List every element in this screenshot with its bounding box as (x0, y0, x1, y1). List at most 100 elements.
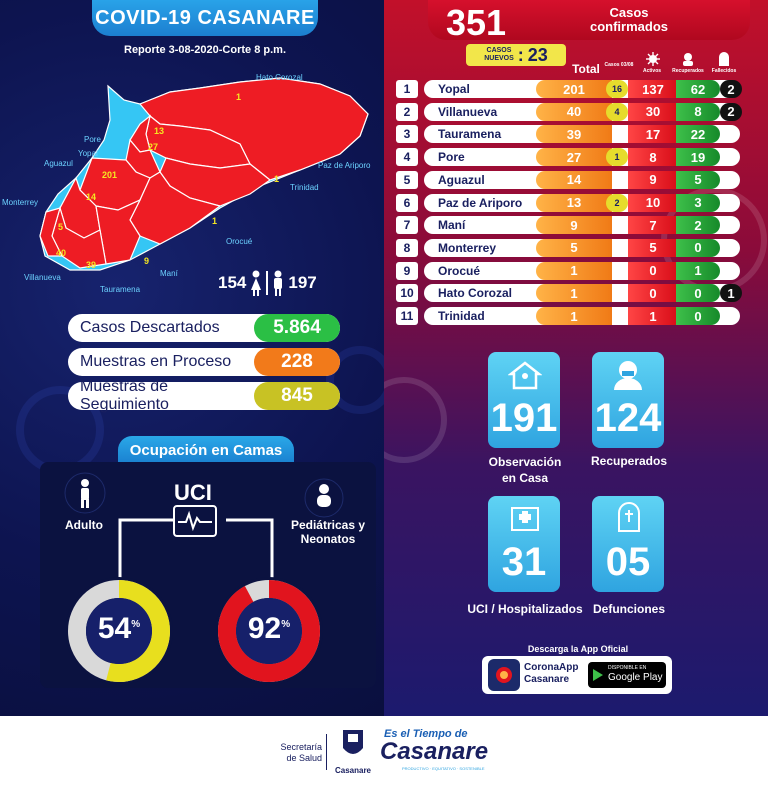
map-count: 5 (58, 222, 63, 232)
map-label: Trinidad (290, 183, 319, 192)
table-row: 5 Aguazul 14 9 5 (396, 170, 742, 189)
hospital-icon (511, 507, 539, 531)
beds-connectors (118, 518, 274, 592)
cell-total: 9 (536, 216, 612, 235)
map-label: Paz de Ariporo (318, 161, 371, 170)
divider (266, 271, 269, 295)
map-label: Hato Corozal (256, 73, 303, 82)
cell-recovered: 0 (676, 284, 720, 303)
municipality-name: Yopal (438, 82, 470, 96)
cell-total: 39 (536, 125, 612, 144)
summary-value: 5.864 (254, 314, 340, 342)
men-count: 197 (288, 273, 317, 292)
municipality-name: Paz de Ariporo (438, 195, 523, 210)
virus-icon (638, 52, 668, 71)
adult-icon (64, 472, 106, 514)
cell-active: 9 (628, 170, 678, 189)
label-line: confirmados (589, 19, 668, 34)
cell-total: 13 (536, 193, 612, 212)
baby-icon (304, 478, 344, 518)
cell-new: 4 (606, 102, 628, 121)
summary-label: Muestras de Seguimiento (80, 378, 169, 413)
samples-in-process: Muestras en Proceso 228 (68, 348, 340, 376)
label-line: Casanare (524, 674, 570, 685)
uci-label: UCI (174, 480, 212, 505)
table-row: 11 Trinidad 1 1 0 (396, 307, 742, 325)
followup-samples: Muestras de Seguimiento 845 (68, 378, 340, 413)
store-small-label: DISPONIBLE EN (608, 665, 647, 671)
cell-active: 5 (628, 238, 678, 257)
confirmed-total: 351 (446, 2, 507, 43)
pediatric-occupancy-ring (215, 577, 323, 685)
municipality-name: Aguazul (438, 172, 485, 187)
new-label: NUEVOS (484, 55, 514, 62)
google-play-button[interactable]: DISPONIBLE EN Google Play (588, 662, 666, 688)
stat-label: UCI / Hospitalizados (467, 602, 583, 616)
cell-recovered: 0 (676, 238, 720, 257)
tombstone-icon (712, 52, 736, 71)
confirmed-cases-tab (428, 0, 750, 40)
cell-recovered: 2 (676, 216, 720, 235)
map-label: Villanueva (24, 273, 61, 282)
row-index: 4 (396, 148, 418, 167)
map-label: Yopal (78, 149, 98, 158)
divider (326, 734, 327, 770)
map-count: 14 (86, 192, 96, 202)
map-region-villanueva (39, 207, 63, 257)
report-date: Reporte 3-08-2020-Corte 8 p.m. (124, 44, 286, 56)
cell-active: 8 (628, 148, 678, 167)
table-row: 9 Orocué 1 0 1 (396, 261, 742, 280)
row-index: 10 (396, 284, 418, 303)
slogan-bottom: PRODUCTIVO · EQUITATIVO · SOSTENIBLE (402, 766, 485, 771)
summary-value: 228 (254, 348, 340, 376)
corona-app-icon (488, 659, 520, 691)
cell-dead: 1 (720, 284, 742, 303)
person-mask-icon (614, 361, 642, 390)
app-banner[interactable]: CoronaApp Casanare DISPONIBLE EN Google P… (482, 656, 672, 694)
label-line: Casos (609, 5, 649, 20)
app-download-label: Descarga la App Oficial (527, 644, 629, 654)
cell-total: 201 (536, 80, 612, 98)
cell-total: 27 (536, 148, 612, 167)
table-row: 2 Villanueva 40 30 8 4 2 (396, 102, 742, 121)
slogan-main: Casanare (380, 738, 489, 765)
footer-logo-name: Casanare (334, 766, 372, 775)
house-icon (508, 361, 542, 390)
page-title: COVID-19 CASANARE (92, 0, 318, 36)
cell-active: 30 (628, 102, 678, 121)
table-row: 7 Maní 9 7 2 (396, 216, 742, 235)
cell-recovered: 19 (676, 148, 720, 167)
cell-recovered: 5 (676, 170, 720, 189)
pediatric-value: 92 (247, 612, 282, 645)
cell-recovered: 1 (676, 261, 720, 280)
women-count: 154 (218, 273, 247, 292)
casanare-map: 1 13 27 201 1 1 14 1 5 40 39 9 Hato Coro… (2, 73, 371, 294)
cell-active: 137 (628, 80, 678, 98)
municipality-name: Maní (438, 218, 466, 233)
footer-dept: Secretaría de Salud (264, 742, 322, 764)
table-row: 1 Yopal 201 137 62 16 2 (396, 80, 742, 98)
row-index: 2 (396, 102, 418, 121)
map-count: 1 (274, 174, 279, 184)
row-index: 9 (396, 261, 418, 280)
map-count: 201 (102, 170, 117, 180)
map-count: 27 (148, 142, 158, 152)
cell-recovered: 8 (676, 102, 720, 121)
table-row: 4 Pore 27 8 19 1 (396, 148, 742, 167)
row-index: 5 (396, 170, 418, 189)
cell-recovered: 62 (676, 80, 720, 98)
coat-of-arms-icon (343, 730, 363, 754)
cell-total: 5 (536, 238, 612, 257)
cell-new: 1 (606, 148, 628, 167)
header-active: Activos (642, 68, 662, 74)
pediatric-occupancy: 92% (214, 612, 324, 646)
cell-active: 7 (628, 216, 678, 235)
label-line: en Casa (501, 471, 549, 485)
label-line: Secretaría (280, 742, 322, 752)
stat-value: 05 (605, 540, 651, 584)
stat-value: 31 (501, 540, 547, 584)
cell-new: 16 (606, 80, 628, 98)
cell-active: 10 (628, 193, 678, 212)
map-label: Maní (160, 269, 179, 278)
table-row: 3 Tauramena 39 17 22 (396, 125, 742, 144)
